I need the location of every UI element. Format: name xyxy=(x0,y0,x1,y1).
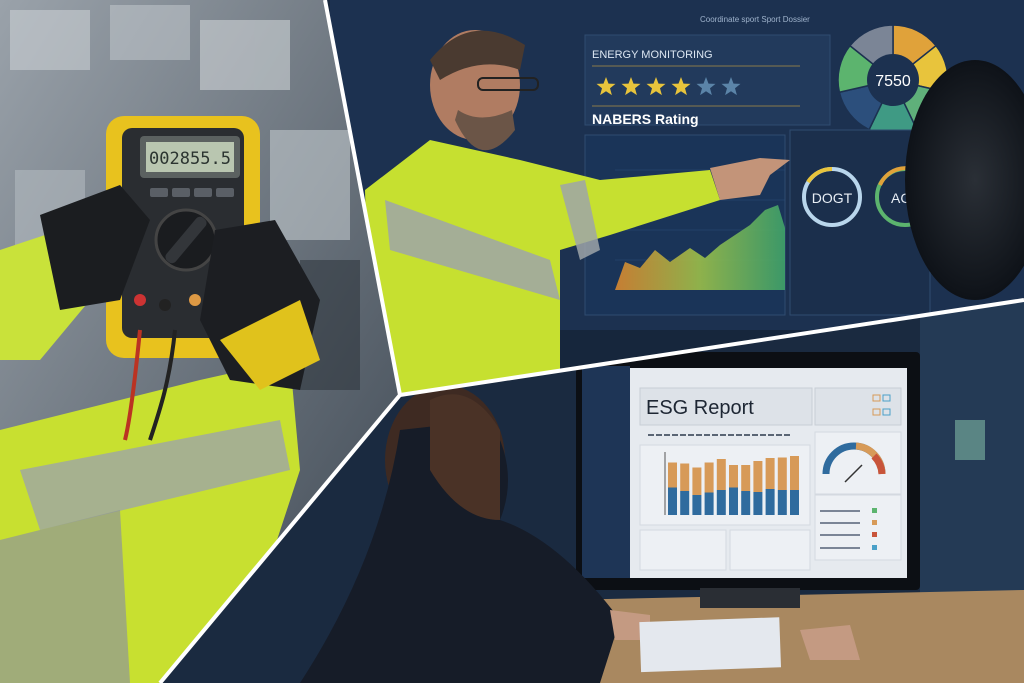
esg-bar-bottom xyxy=(680,491,690,515)
esg-bar-chart xyxy=(668,456,799,515)
printed-report xyxy=(639,617,781,673)
multimeter-display xyxy=(146,142,234,172)
star-filled-icon xyxy=(621,77,641,96)
technician-multimeter-panel: 002855.5 xyxy=(0,0,400,683)
energy-monitoring-title: ENERGY MONITORING xyxy=(592,49,713,61)
esg-bar-top xyxy=(668,462,677,488)
esg-bar-bottom xyxy=(765,489,775,515)
esg-bar-bottom xyxy=(790,490,799,515)
star-empty-icon xyxy=(721,77,741,96)
reflective-stripe xyxy=(20,420,290,530)
esg-bar-bottom xyxy=(668,487,677,515)
dogt-gauge-label: DOGT xyxy=(812,190,853,206)
esg-bar-top xyxy=(765,458,775,489)
esg-bar-bottom xyxy=(753,492,763,515)
star-filled-icon xyxy=(596,77,616,96)
esg-bar-top xyxy=(680,463,690,491)
energy-dashboard-panel: Coordinate sport Sport Dossier ENERGY MO… xyxy=(325,0,1024,395)
esg-bar-bottom xyxy=(704,492,714,515)
presenter-man xyxy=(365,30,790,395)
nabers-rating-label: NABERS Rating xyxy=(592,111,699,127)
esg-report-title: ESG Report xyxy=(646,397,754,419)
star-filled-icon xyxy=(646,77,666,96)
energy-monitoring-card xyxy=(584,34,831,126)
collage-divider xyxy=(399,298,1024,397)
star-empty-icon xyxy=(696,77,716,96)
donut-center-value: 7550 xyxy=(875,73,911,90)
esg-bar-top xyxy=(777,457,787,490)
esg-report-panel: ESG Report xyxy=(160,300,1024,683)
esg-bar-bottom xyxy=(729,487,738,515)
esg-bar-bottom xyxy=(741,491,751,515)
esg-bar-top xyxy=(790,456,799,490)
esg-bar-bottom xyxy=(692,495,702,515)
esg-bar-top xyxy=(692,467,702,495)
multimeter-reading: 002855.5 xyxy=(149,149,231,169)
esg-bar-bottom xyxy=(777,490,787,515)
esg-bar-top xyxy=(753,461,763,492)
analyst-woman xyxy=(300,385,860,683)
star-rating xyxy=(596,77,741,96)
left-glove xyxy=(40,185,150,310)
esg-bar-top xyxy=(729,465,738,488)
observer-head xyxy=(905,60,1024,300)
esg-bar-top xyxy=(704,462,714,493)
esg-bar-bottom xyxy=(716,490,726,515)
multimeter: 002855.5 xyxy=(106,116,260,358)
esg-bar-top xyxy=(741,465,751,491)
star-filled-icon xyxy=(671,77,691,96)
esg-bar-top xyxy=(716,459,726,490)
dashboard-header-text: Coordinate sport Sport Dossier xyxy=(700,15,810,24)
